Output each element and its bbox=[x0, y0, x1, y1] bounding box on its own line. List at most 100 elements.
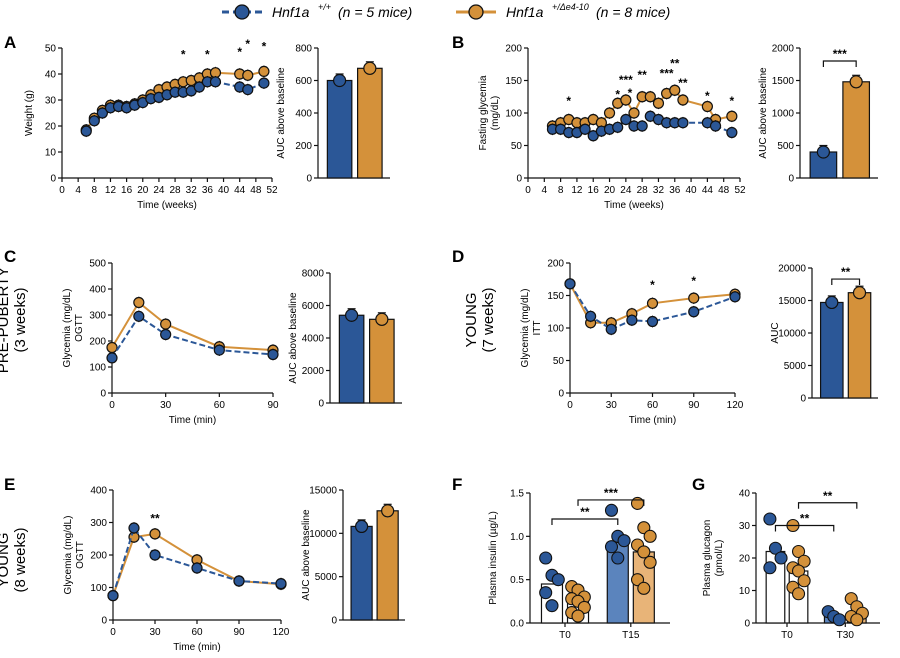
x-tick-label: 48 bbox=[718, 185, 730, 196]
y-tick-label: 100 bbox=[505, 109, 522, 120]
y-tick-label: 15000 bbox=[309, 486, 337, 497]
data-point-wt bbox=[604, 503, 619, 517]
bar-wt bbox=[350, 525, 373, 621]
y-tick-label: 40 bbox=[739, 489, 751, 500]
significance-star: * bbox=[245, 37, 250, 51]
x-tick-label: 44 bbox=[702, 185, 714, 196]
data-point-wt bbox=[258, 77, 270, 89]
x-tick-label: 32 bbox=[653, 185, 665, 196]
panel-f: F 0.0 0.5 1.0 1.5 Plasma insulin (µg/L) T0 T15 *… bbox=[452, 475, 670, 641]
data-point-wt bbox=[564, 278, 576, 290]
data-point-wt bbox=[539, 551, 553, 565]
x-tick-label: 8 bbox=[558, 185, 564, 196]
data-point-wt bbox=[191, 562, 203, 574]
y-tick-label: 200 bbox=[90, 551, 107, 562]
bar-het bbox=[369, 318, 395, 404]
data-point-wt bbox=[688, 306, 700, 318]
significance-bracket bbox=[831, 278, 861, 286]
panel-e2: 0 5000 10000 15000 AUC above baseline bbox=[301, 486, 405, 627]
series-line-wt bbox=[112, 525, 282, 596]
significance-bracket bbox=[551, 518, 619, 525]
legend-het-sup: +/Δe4-10 bbox=[552, 2, 589, 12]
x-tick-label: 30 bbox=[160, 400, 172, 411]
bar-wt bbox=[338, 314, 365, 404]
mean-point-wt bbox=[345, 308, 359, 322]
y-tick-label: 150 bbox=[505, 76, 522, 87]
bar-wt bbox=[819, 301, 844, 399]
y-axis-label: Fasting glycemia (mg/dL) bbox=[478, 75, 501, 150]
panel-letter: A bbox=[4, 33, 16, 52]
data-point-wt bbox=[233, 575, 245, 587]
panel-letter: B bbox=[452, 33, 464, 52]
data-point-wt bbox=[275, 577, 287, 590]
data-point-het bbox=[603, 107, 616, 119]
y-tick-label: 40 bbox=[45, 70, 57, 81]
y-tick-label: 1500 bbox=[772, 76, 795, 87]
significance-star: * bbox=[730, 94, 735, 108]
x-axis-label: Time (weeks) bbox=[137, 200, 197, 211]
y-tick-label: 0 bbox=[331, 616, 337, 627]
x-tick-label: 32 bbox=[186, 185, 198, 196]
y-tick-label: 50 bbox=[45, 44, 57, 55]
y-tick-label: 50 bbox=[553, 356, 565, 367]
x-tick-label: 40 bbox=[218, 185, 230, 196]
y-tick-label: 300 bbox=[90, 518, 107, 529]
legend-wt-gene: Hnf1a bbox=[272, 4, 310, 20]
significance-star: *** bbox=[660, 66, 674, 80]
panel-c2: 0 2000 4000 6000 8000 AUC above baseline bbox=[288, 269, 402, 410]
significance-star: *** bbox=[619, 73, 633, 87]
y-tick-label: 0 bbox=[744, 619, 750, 630]
y-axis-label: Glycemia (mg/dL) ITT bbox=[520, 289, 543, 368]
x-tick-label: 0 bbox=[59, 185, 65, 196]
y-axis-label: Glycemia (mg/dL) OGTT bbox=[63, 516, 86, 595]
y-axis-label-line: ITT bbox=[532, 321, 543, 336]
x-tick-label: 40 bbox=[686, 185, 698, 196]
data-point-het bbox=[160, 318, 172, 330]
x-tick-label: 48 bbox=[250, 185, 262, 196]
data-point-wt bbox=[604, 540, 619, 554]
data-point-het bbox=[701, 100, 713, 113]
data-point-het bbox=[628, 107, 640, 119]
panel-e: E 0 100 200 300 400 0 30 60 90 120 Glycemia (mg/dL)… bbox=[4, 475, 290, 653]
side-label-e-line2: (8 weeks) bbox=[12, 527, 29, 592]
y-axis-label-line: AUC above baseline bbox=[276, 67, 287, 159]
y-axis-label: AUC above baseline bbox=[288, 292, 299, 384]
significance-star: ** bbox=[678, 76, 688, 90]
x-tick-label: 120 bbox=[727, 400, 744, 411]
y-tick-label: 50 bbox=[511, 141, 523, 152]
y-axis-label-line: Weight (g) bbox=[24, 90, 35, 136]
data-point-wt bbox=[193, 81, 205, 93]
data-point-het bbox=[652, 97, 665, 109]
data-point-het bbox=[643, 529, 657, 543]
panel-a2: 0 200 400 600 800 AUC above baseline bbox=[276, 44, 390, 185]
x-tick-label: 36 bbox=[669, 185, 681, 196]
data-point-het bbox=[797, 574, 811, 588]
x-tick-label: 36 bbox=[202, 185, 214, 196]
x-tick-label: 12 bbox=[571, 185, 583, 196]
bar-wt bbox=[326, 79, 353, 179]
data-point-wt bbox=[612, 121, 624, 133]
side-label-e-line1: YOUNG bbox=[0, 532, 12, 587]
significance-star: * bbox=[262, 40, 267, 54]
panel-b2: 0 500 1000 1500 2000 AUC above baseline *** bbox=[758, 44, 878, 185]
y-tick-label: 30 bbox=[739, 521, 751, 532]
data-point-wt bbox=[242, 83, 254, 96]
data-point-wt bbox=[768, 541, 783, 555]
y-tick-label: 400 bbox=[90, 486, 107, 497]
panel-letter: E bbox=[4, 475, 15, 494]
panel-c: C 0 100 200 300 400 500 0 30 60 90 Glycemia (mg/dL)… bbox=[4, 247, 279, 426]
data-point-het bbox=[637, 581, 651, 595]
significance-star: * bbox=[615, 88, 620, 102]
series-line-wt bbox=[111, 314, 274, 359]
data-point-wt bbox=[636, 120, 648, 132]
y-tick-label: 200 bbox=[547, 259, 564, 270]
side-label-d-line1: YOUNG bbox=[463, 292, 480, 347]
data-point-wt bbox=[96, 107, 108, 119]
significance-star: * bbox=[205, 47, 210, 61]
y-tick-label: 0 bbox=[101, 616, 107, 627]
panel-letter: G bbox=[692, 475, 705, 494]
x-tick-label: 0 bbox=[110, 627, 116, 638]
y-tick-label: 600 bbox=[295, 76, 312, 87]
data-point-wt bbox=[213, 344, 225, 356]
x-tick-label: 120 bbox=[273, 627, 290, 638]
